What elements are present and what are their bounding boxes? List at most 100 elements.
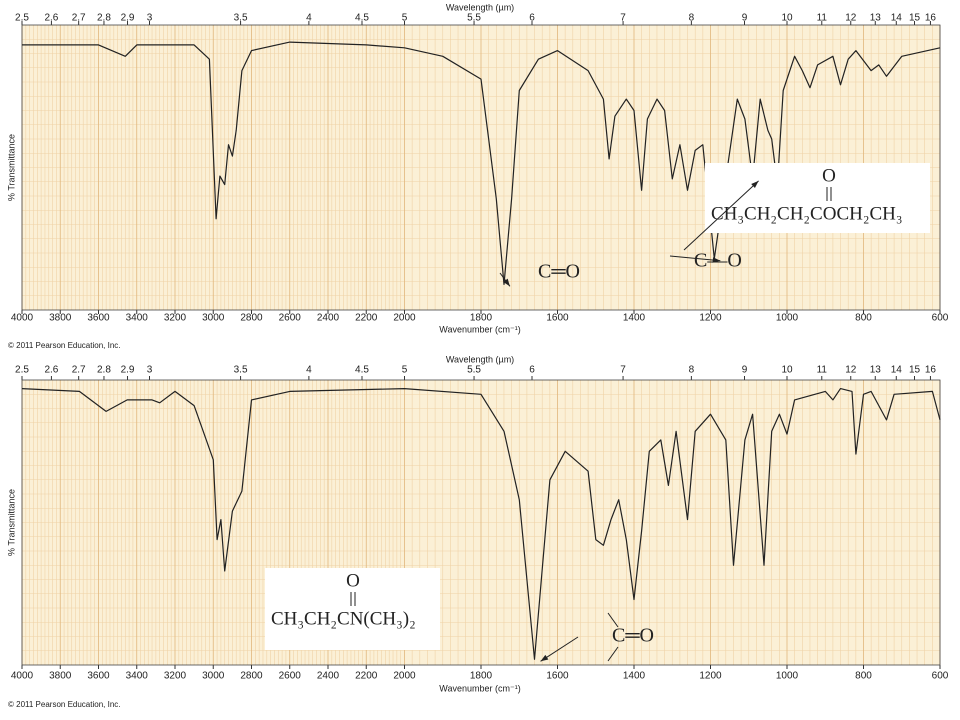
x2-tick-label: 12 <box>845 13 857 24</box>
x2-tick-label: 2.8 <box>97 365 111 376</box>
x-tick-label: 3200 <box>164 671 187 682</box>
x2-tick-label: 8 <box>689 365 695 376</box>
y-axis-title: % Transmittance <box>6 134 16 201</box>
x2-tick-label: 7 <box>620 365 626 376</box>
x2-tick-label: 9 <box>742 13 748 24</box>
x2-tick-label: 5 <box>402 13 408 24</box>
annotation: C═O <box>538 261 580 283</box>
x-tick-label: 1800 <box>470 313 493 324</box>
x-tick-label: 1600 <box>546 313 569 324</box>
x2-tick-label: 12 <box>845 365 857 376</box>
x-tick-label: 2200 <box>355 671 378 682</box>
x2-tick-label: 16 <box>925 13 937 24</box>
x-tick-label: 1400 <box>623 313 646 324</box>
x2-axis-title: Wavelength (µm) <box>446 354 514 364</box>
plot-frame <box>21 379 941 666</box>
x-tick-label: 3800 <box>49 313 72 324</box>
x2-tick-label: 15 <box>909 365 921 376</box>
x-tick-label: 1600 <box>546 671 569 682</box>
x-tick-label: 2600 <box>279 671 302 682</box>
x2-tick-label: 2.8 <box>97 13 111 24</box>
x-tick-label: 600 <box>932 671 949 682</box>
x2-tick-label: 6 <box>529 365 535 376</box>
footer: © 2011 Pearson Education, Inc. <box>8 341 120 350</box>
x-tick-label: 3400 <box>126 313 149 324</box>
x2-tick-label: 2.7 <box>72 13 86 24</box>
arrow-head <box>540 654 549 662</box>
annotation-arrow <box>669 255 721 262</box>
x-tick-label: 2000 <box>393 313 416 324</box>
x2-tick-label: 5 <box>402 365 408 376</box>
structure-box <box>265 568 440 650</box>
x2-tick-label: 4.5 <box>355 13 369 24</box>
x-tick-label: 3000 <box>202 671 225 682</box>
x2-tick-label: 8 <box>689 13 695 24</box>
x2-tick-label: 10 <box>781 13 793 24</box>
x2-tick-label: 2.6 <box>44 365 58 376</box>
x-tick-label: 2800 <box>240 671 263 682</box>
x2-tick-label: 13 <box>870 365 882 376</box>
x2-tick-label: 13 <box>870 13 882 24</box>
x2-tick-label: 4.5 <box>355 365 369 376</box>
x2-tick-label: 16 <box>925 365 937 376</box>
x-tick-label: 1000 <box>776 313 799 324</box>
x2-tick-label: 15 <box>909 13 921 24</box>
x-tick-label: 1000 <box>776 671 799 682</box>
x2-tick-label: 5.5 <box>467 13 481 24</box>
x2-tick-label: 11 <box>817 13 828 24</box>
x2-tick-label: 3 <box>147 13 153 24</box>
footer: © 2011 Pearson Education, Inc. <box>8 700 120 709</box>
arrow-head <box>712 257 721 263</box>
plot-frame <box>21 24 941 311</box>
y-axis-title: % Transmittance <box>6 489 16 556</box>
x-axis-title: Wavenumber (cm⁻¹) <box>439 683 520 693</box>
x-tick-label: 2200 <box>355 313 378 324</box>
x-tick-label: 2800 <box>240 313 263 324</box>
x-tick-label: 3600 <box>87 313 110 324</box>
structure-formula: CH₃CH₂CH₂COCH₂CH₃ <box>711 203 902 224</box>
x-tick-label: 3600 <box>87 671 110 682</box>
structure-oxygen: O <box>822 165 836 186</box>
x2-tick-label: 7 <box>620 13 626 24</box>
annotation: C═O <box>612 625 654 647</box>
x2-tick-label: 14 <box>891 365 903 376</box>
x-tick-label: 3400 <box>126 671 149 682</box>
spectrum-line <box>21 388 941 660</box>
spectrum-line <box>22 41 941 285</box>
x2-tick-label: 5.5 <box>467 365 481 376</box>
x2-tick-label: 2.5 <box>15 365 29 376</box>
arrow-head <box>503 278 510 287</box>
x-tick-label: 1400 <box>623 671 646 682</box>
x-tick-label: 2600 <box>279 313 302 324</box>
x2-tick-label: 6 <box>529 13 535 24</box>
x-tick-label: 4000 <box>11 671 34 682</box>
x-tick-label: 1200 <box>699 313 722 324</box>
x2-tick-label: 10 <box>781 365 793 376</box>
x2-tick-label: 3.5 <box>234 13 248 24</box>
x2-tick-label: 9 <box>742 365 748 376</box>
x-tick-label: 2000 <box>393 671 416 682</box>
x2-tick-label: 4 <box>306 365 312 376</box>
bond-stub <box>607 612 619 628</box>
x2-tick-label: 14 <box>891 13 903 24</box>
x2-tick-label: 3.5 <box>234 365 248 376</box>
x2-tick-label: 2.9 <box>121 13 135 24</box>
x-tick-label: 2400 <box>317 313 340 324</box>
x-tick-label: 3800 <box>49 671 72 682</box>
arrow-head <box>751 180 759 189</box>
x2-tick-label: 11 <box>817 365 828 376</box>
x-axis-title: Wavenumber (cm⁻¹) <box>439 324 520 334</box>
x2-tick-label: 2.6 <box>44 13 58 24</box>
bond-stub <box>607 646 619 662</box>
x-tick-label: 2400 <box>317 671 340 682</box>
x2-tick-label: 3 <box>147 365 153 376</box>
x2-tick-label: 2.5 <box>15 13 29 24</box>
x-tick-label: 3200 <box>164 313 187 324</box>
x-tick-label: 800 <box>855 313 872 324</box>
x-tick-label: 4000 <box>11 313 34 324</box>
x-tick-label: 1200 <box>699 671 722 682</box>
x2-tick-label: 4 <box>306 13 312 24</box>
x-tick-label: 3000 <box>202 313 225 324</box>
structure-oxygen: O <box>346 570 360 591</box>
